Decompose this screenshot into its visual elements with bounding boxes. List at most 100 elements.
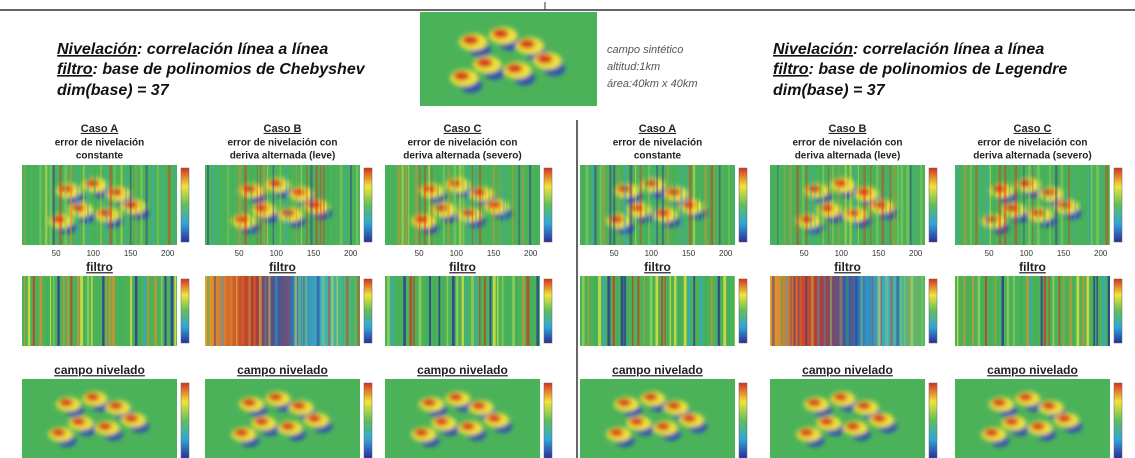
stripe bbox=[414, 165, 418, 245]
anomaly-high bbox=[51, 428, 66, 437]
stripe bbox=[863, 165, 866, 245]
stripe bbox=[1101, 165, 1103, 245]
stripe bbox=[528, 165, 532, 245]
image-panel bbox=[22, 165, 177, 245]
stripe bbox=[594, 276, 597, 346]
x-tick-label: 50 bbox=[610, 249, 619, 258]
stripe bbox=[1063, 276, 1065, 346]
colorbar bbox=[738, 278, 748, 344]
stripe bbox=[627, 276, 630, 346]
stripe bbox=[471, 276, 474, 346]
panel-bg bbox=[205, 379, 360, 458]
stripe bbox=[885, 276, 888, 346]
anomaly-high bbox=[992, 185, 1007, 193]
stripe bbox=[157, 165, 159, 245]
anomaly-high bbox=[807, 185, 822, 193]
anomalies bbox=[796, 391, 898, 447]
anomaly-high bbox=[234, 428, 249, 437]
anomaly-high bbox=[629, 417, 644, 426]
stripe bbox=[322, 165, 325, 245]
stripe bbox=[27, 276, 31, 346]
stripe bbox=[793, 276, 796, 346]
stripe bbox=[734, 276, 735, 346]
anomaly-high bbox=[984, 215, 999, 224]
stripe bbox=[59, 165, 62, 245]
stripe bbox=[53, 276, 55, 346]
panel-bg bbox=[22, 276, 177, 346]
stripe bbox=[223, 165, 225, 245]
stripe bbox=[629, 165, 633, 245]
stripe bbox=[860, 276, 863, 346]
stripe bbox=[907, 276, 910, 346]
stripe bbox=[32, 276, 35, 346]
colorbar bbox=[363, 382, 373, 458]
colorbar bbox=[1113, 167, 1123, 243]
x-tick-label: 50 bbox=[800, 249, 809, 258]
colorbar bbox=[180, 167, 190, 243]
stripe bbox=[423, 165, 426, 245]
stripe bbox=[345, 165, 347, 245]
stripe bbox=[693, 276, 696, 346]
anomaly-high bbox=[234, 215, 249, 224]
stripe bbox=[264, 276, 267, 346]
stripe bbox=[904, 276, 906, 346]
image-panel bbox=[770, 276, 925, 346]
stripe bbox=[725, 165, 728, 245]
anomaly-high bbox=[1041, 401, 1056, 410]
anomaly-high bbox=[280, 422, 295, 431]
anomaly-high bbox=[59, 398, 74, 407]
stripe bbox=[492, 276, 496, 346]
x-tick-label: 50 bbox=[985, 249, 994, 258]
panel-bg bbox=[420, 12, 597, 106]
x-tick-label: 200 bbox=[1094, 249, 1108, 258]
stripe bbox=[685, 165, 687, 245]
row-label: filtro bbox=[449, 260, 476, 274]
x-tick-label: 200 bbox=[344, 249, 358, 258]
stripe bbox=[838, 165, 840, 245]
stripe bbox=[870, 165, 872, 245]
stripe bbox=[832, 165, 834, 245]
stripe bbox=[704, 276, 708, 346]
stripe bbox=[24, 276, 26, 346]
stripe bbox=[536, 276, 539, 346]
stripe bbox=[391, 165, 395, 245]
stripe bbox=[300, 165, 303, 245]
stripe bbox=[461, 276, 464, 346]
stripe bbox=[1028, 165, 1031, 245]
stripe bbox=[397, 276, 399, 346]
stripe bbox=[298, 276, 301, 346]
stripe bbox=[227, 165, 229, 245]
stripe bbox=[39, 276, 43, 346]
anomaly-high bbox=[682, 414, 697, 423]
stripe bbox=[1086, 276, 1090, 346]
anomaly-high bbox=[108, 188, 123, 197]
stripe bbox=[701, 165, 704, 245]
stripe bbox=[453, 165, 457, 245]
anomaly-high bbox=[448, 393, 463, 402]
stripe bbox=[39, 165, 42, 245]
stripe bbox=[111, 276, 115, 346]
stripe bbox=[522, 276, 525, 346]
stripe bbox=[780, 276, 784, 346]
stripe bbox=[881, 165, 885, 245]
image-panel bbox=[580, 276, 735, 346]
stripe bbox=[331, 276, 334, 346]
anomaly-high bbox=[471, 188, 486, 197]
stripe bbox=[977, 276, 981, 346]
anomaly-high bbox=[666, 401, 681, 410]
stripe bbox=[164, 276, 167, 346]
stripe bbox=[327, 276, 331, 346]
stripe bbox=[893, 165, 896, 245]
stripe bbox=[488, 165, 490, 245]
stripe bbox=[462, 165, 465, 245]
stripe bbox=[64, 165, 68, 245]
stripe bbox=[880, 276, 883, 346]
stripe bbox=[1069, 276, 1072, 346]
stripe bbox=[591, 165, 594, 245]
header-text: : base de polinomios de Legendre bbox=[809, 61, 1068, 78]
stripe bbox=[1036, 165, 1040, 245]
stripe bbox=[250, 165, 253, 245]
anomaly-high bbox=[307, 201, 322, 209]
stripe bbox=[355, 165, 359, 245]
anomalies bbox=[231, 391, 333, 447]
